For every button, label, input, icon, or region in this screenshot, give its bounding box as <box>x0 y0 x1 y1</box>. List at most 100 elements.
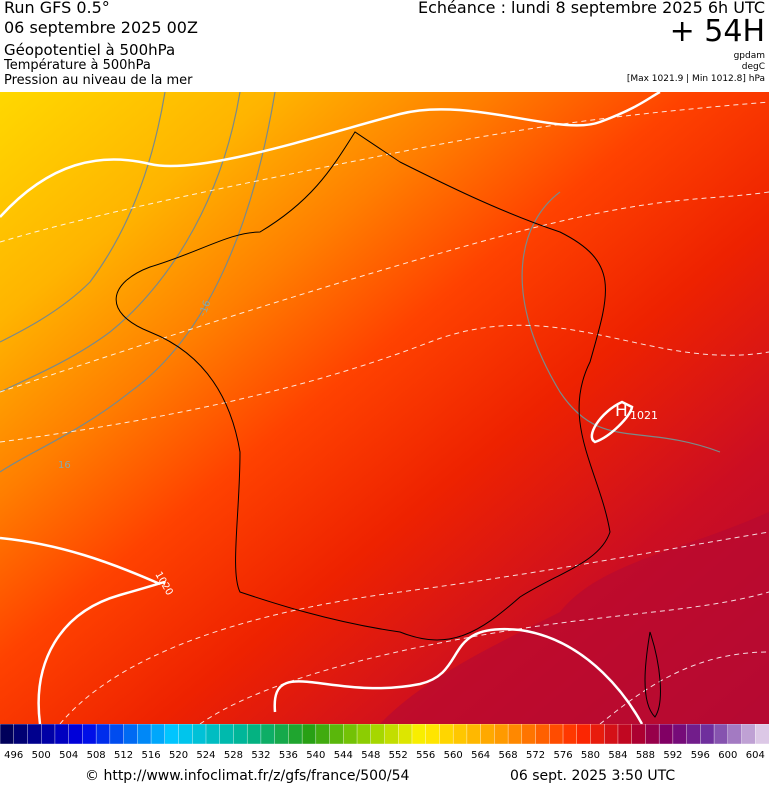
color-swatch <box>68 724 84 745</box>
run-date: 06 septembre 2025 00Z <box>4 18 198 37</box>
colorbar-label: 560 <box>444 750 463 761</box>
color-swatch <box>0 724 15 745</box>
color-swatch <box>686 724 702 745</box>
field-label: Pression au niveau de la mer <box>4 73 193 88</box>
unit-label: gpdam <box>733 51 765 61</box>
color-swatch <box>755 724 769 745</box>
color-swatch <box>137 724 152 745</box>
colorbar-label: 580 <box>581 750 600 761</box>
source-url: © http://www.infoclimat.fr/z/gfs/france/… <box>85 768 410 784</box>
color-swatch <box>535 724 550 745</box>
color-swatch <box>274 724 290 745</box>
colorbar-label: 604 <box>746 750 765 761</box>
color-swatch <box>590 724 605 745</box>
colorbar-label: 572 <box>526 750 545 761</box>
color-swatch <box>82 724 97 745</box>
color-swatch <box>617 724 633 745</box>
color-swatch <box>192 724 207 745</box>
colorbar-label: 568 <box>499 750 518 761</box>
high-pressure: H <box>615 401 628 421</box>
color-swatch <box>150 724 166 745</box>
colorbar-label: 508 <box>87 750 106 761</box>
color-swatch <box>439 724 454 745</box>
color-swatch <box>329 724 345 745</box>
run-title: Run GFS 0.5° <box>4 0 110 17</box>
colorbar-label: 588 <box>636 750 655 761</box>
color-swatch <box>741 724 756 745</box>
color-swatch <box>549 724 564 745</box>
color-swatch <box>219 724 235 745</box>
unit-label: degC <box>741 62 765 72</box>
color-swatch <box>40 724 56 745</box>
color-swatch <box>205 724 221 745</box>
color-swatch <box>466 724 482 745</box>
color-swatch <box>54 724 70 745</box>
color-swatch <box>425 724 441 745</box>
colorbar: 496 500 504 508 512 516 520 524 528 532 536 540 544 5… <box>0 724 769 761</box>
contour-label: 16 <box>58 460 71 471</box>
colorbar-label: 600 <box>718 750 737 761</box>
color-swatch <box>727 724 743 745</box>
color-swatch <box>411 724 427 745</box>
isobars <box>0 92 661 724</box>
color-swatch <box>27 724 42 745</box>
color-swatch <box>658 724 674 745</box>
lead-time: + 54H <box>669 14 765 49</box>
colorbar-label: 548 <box>361 750 380 761</box>
temperature-contours <box>0 92 721 473</box>
color-swatch <box>233 724 248 745</box>
field-label: Géopotentiel à 500hPa <box>4 41 176 59</box>
color-swatch <box>604 724 619 745</box>
colorbar-label: 504 <box>59 750 78 761</box>
timestamp: 06 sept. 2025 3:50 UTC <box>510 768 676 784</box>
color-swatch <box>164 724 180 745</box>
color-swatch <box>95 724 111 745</box>
color-swatch <box>576 724 592 745</box>
color-swatch <box>521 724 537 745</box>
colorbar-label: 584 <box>608 750 627 761</box>
colorbar-label: 532 <box>251 750 270 761</box>
color-swatch <box>507 724 523 745</box>
colorbar-label: 552 <box>389 750 408 761</box>
colorbar-label: 536 <box>279 750 298 761</box>
colorbar-label: 512 <box>114 750 133 761</box>
color-swatch <box>178 724 193 745</box>
colorbar-label: 500 <box>32 750 51 761</box>
color-swatch <box>260 724 276 745</box>
color-swatch <box>562 724 578 745</box>
colorbar-label: 528 <box>224 750 243 761</box>
colorbar-label: 576 <box>553 750 572 761</box>
temperature-band <box>380 512 769 724</box>
color-swatch <box>672 724 688 745</box>
color-swatch <box>109 724 125 745</box>
colorbar-label: 596 <box>691 750 710 761</box>
color-swatch <box>343 724 358 745</box>
colorbar-label: 540 <box>306 750 325 761</box>
map: 16 -16 1020 H 1021 <box>0 92 769 724</box>
coastlines <box>115 131 661 718</box>
color-swatch <box>480 724 496 745</box>
colorbar-label: 592 <box>663 750 682 761</box>
color-swatch <box>301 724 317 745</box>
color-swatch <box>370 724 386 745</box>
color-swatch <box>123 724 139 745</box>
colorbar-label: 516 <box>142 750 161 761</box>
colorbar-label: 524 <box>196 750 215 761</box>
unit-label: [Max 1021.9 | Min 1012.8] hPa <box>626 74 765 84</box>
geopotential-contours <box>0 101 769 724</box>
color-swatch <box>398 724 413 745</box>
colorbar-label: 544 <box>334 750 353 761</box>
color-swatch <box>384 724 399 745</box>
color-swatch <box>452 724 468 745</box>
colorbar-label: 520 <box>169 750 188 761</box>
high-pressure-value: 1021 <box>630 409 658 422</box>
contour-label: -16 <box>197 299 213 318</box>
color-swatch <box>713 724 729 745</box>
color-swatch <box>356 724 372 745</box>
color-swatch <box>631 724 647 745</box>
color-swatch <box>700 724 715 745</box>
color-swatch <box>494 724 509 745</box>
colorbar-label: 496 <box>4 750 23 761</box>
field-label: Température à 500hPa <box>4 58 151 73</box>
